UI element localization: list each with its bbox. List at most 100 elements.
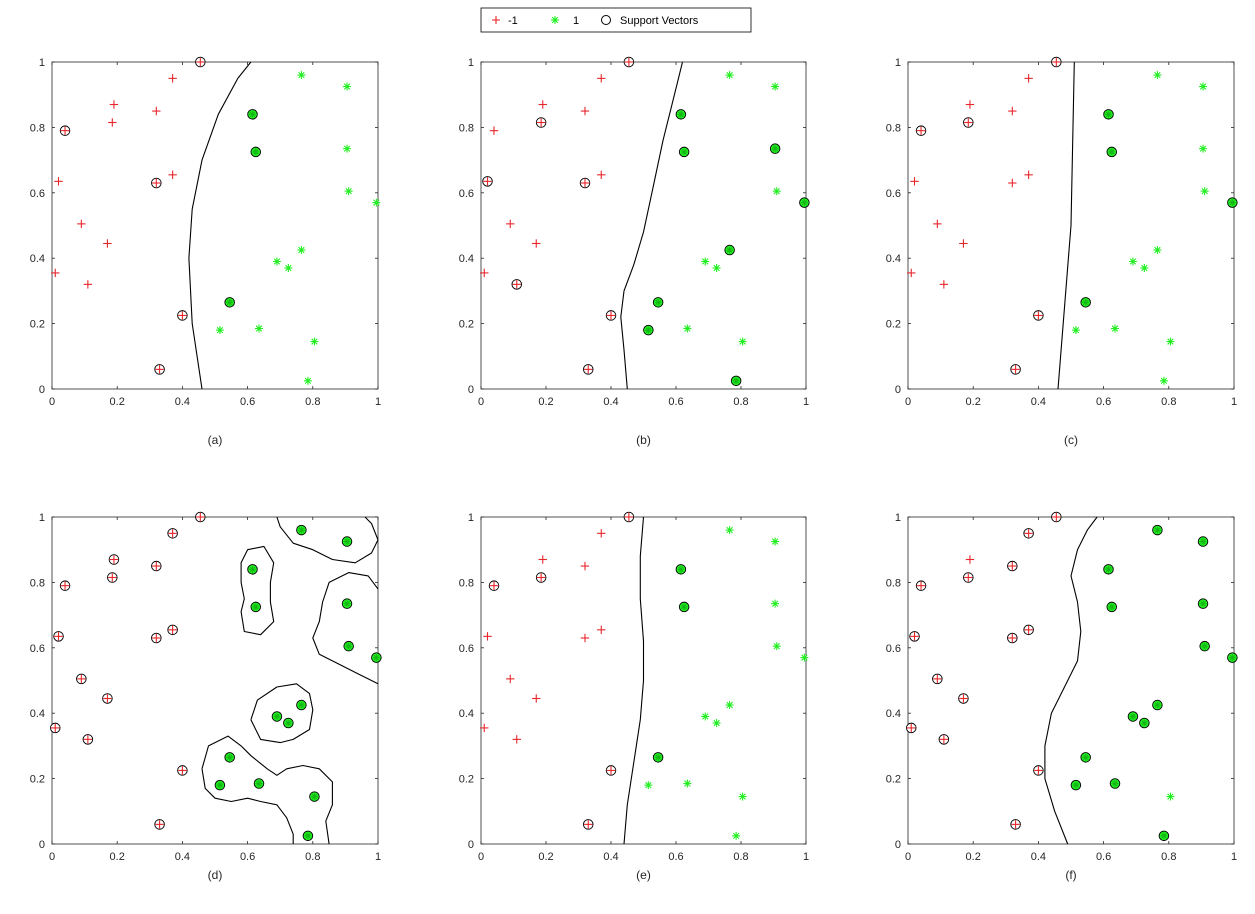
point-neg bbox=[77, 219, 86, 229]
point-pos bbox=[303, 376, 312, 385]
point-neg bbox=[108, 554, 120, 565]
y-tick-label: 1 bbox=[895, 512, 901, 524]
point-neg bbox=[597, 170, 606, 180]
x-tick-label: 0 bbox=[478, 851, 484, 863]
point-neg bbox=[167, 624, 178, 636]
x-tick-label: 0.6 bbox=[240, 851, 255, 863]
x-tick-label: 0.6 bbox=[668, 396, 683, 408]
point-neg bbox=[168, 74, 177, 83]
point-neg bbox=[538, 555, 547, 564]
plot-area bbox=[51, 61, 379, 390]
panel-label: (d) bbox=[208, 868, 223, 882]
y-tick-label: 0.2 bbox=[30, 319, 45, 331]
legend: -1 1 Support Vectors bbox=[480, 7, 752, 33]
x-tick-label: 0.8 bbox=[1161, 396, 1176, 408]
point-neg bbox=[909, 631, 920, 642]
point-neg bbox=[53, 631, 64, 642]
x-tick-label: 0.8 bbox=[305, 396, 320, 408]
point-pos bbox=[341, 536, 353, 547]
point-neg bbox=[1007, 632, 1018, 644]
point-pos bbox=[310, 337, 319, 346]
point-neg bbox=[958, 693, 969, 704]
point-pos bbox=[1127, 711, 1139, 722]
point-pos bbox=[1159, 376, 1168, 385]
point-neg bbox=[177, 765, 188, 776]
y-tick-label: 1 bbox=[895, 57, 901, 69]
point-neg bbox=[965, 555, 975, 564]
point-neg bbox=[82, 734, 94, 745]
point-pos bbox=[1139, 717, 1150, 729]
x-tick-label: 0.4 bbox=[175, 396, 190, 408]
point-pos bbox=[1080, 752, 1091, 763]
x-tick-label: 0.4 bbox=[603, 396, 618, 408]
point-neg bbox=[583, 819, 594, 830]
y-tick-label: 0.4 bbox=[30, 253, 45, 265]
point-pos bbox=[1153, 71, 1162, 80]
point-pos bbox=[730, 375, 742, 387]
point-neg bbox=[151, 560, 162, 572]
point-neg bbox=[933, 219, 942, 229]
point-pos bbox=[271, 711, 283, 722]
x-tick-label: 1 bbox=[1231, 396, 1237, 408]
decision-boundary bbox=[623, 516, 645, 845]
panel-d: 0 0.2 0.4 0.6 0.8 1 0 0.2 0.4 0.6 0.8 1 (d) bbox=[30, 511, 382, 882]
point-pos bbox=[1227, 197, 1238, 208]
point-pos bbox=[800, 653, 809, 662]
point-neg bbox=[938, 734, 950, 745]
point-pos bbox=[343, 640, 354, 652]
x-tick-label: 0.2 bbox=[966, 396, 981, 408]
point-pos bbox=[283, 717, 294, 729]
point-neg bbox=[83, 280, 93, 289]
point-neg bbox=[939, 280, 949, 289]
point-pos bbox=[224, 752, 235, 763]
point-pos bbox=[214, 779, 226, 791]
decision-boundary bbox=[250, 683, 314, 744]
point-pos bbox=[799, 197, 810, 208]
point-pos bbox=[771, 599, 780, 608]
point-pos bbox=[372, 198, 381, 207]
point-neg bbox=[532, 694, 541, 703]
point-pos bbox=[771, 82, 780, 91]
legend-label-neg: -1 bbox=[508, 15, 518, 27]
point-neg bbox=[535, 572, 547, 583]
panel-label: (c) bbox=[1064, 433, 1078, 447]
point-neg bbox=[480, 268, 489, 278]
y-tick-label: 0.8 bbox=[886, 122, 901, 134]
point-pos bbox=[1071, 326, 1080, 335]
y-tick-label: 1 bbox=[39, 57, 45, 69]
point-pos bbox=[1199, 640, 1210, 652]
x-tick-label: 0.4 bbox=[1031, 396, 1046, 408]
point-pos bbox=[675, 564, 687, 575]
point-neg bbox=[488, 580, 500, 591]
decision-boundary bbox=[312, 572, 379, 685]
point-pos bbox=[643, 324, 654, 336]
point-pos bbox=[250, 146, 261, 158]
point-pos bbox=[247, 564, 258, 575]
y-tick-label: 0.6 bbox=[30, 188, 45, 200]
panel-f: 0 0.2 0.4 0.6 0.8 1 0 0.2 0.4 0.6 0.8 1 (f) bbox=[886, 511, 1238, 882]
legend-box bbox=[480, 7, 752, 33]
point-neg bbox=[59, 125, 71, 136]
point-neg bbox=[506, 674, 515, 684]
point-pos bbox=[284, 264, 293, 273]
point-neg bbox=[579, 177, 591, 189]
point-neg bbox=[932, 673, 943, 685]
point-pos bbox=[343, 144, 352, 153]
point-neg bbox=[151, 632, 162, 644]
point-pos bbox=[724, 244, 735, 256]
point-pos bbox=[678, 146, 690, 158]
point-neg bbox=[1008, 178, 1017, 188]
point-neg bbox=[623, 56, 635, 68]
x-tick-label: 0 bbox=[478, 396, 484, 408]
x-tick-label: 0.4 bbox=[175, 851, 190, 863]
point-neg bbox=[1024, 170, 1033, 180]
point-neg bbox=[154, 364, 165, 375]
x-tick-label: 1 bbox=[1231, 851, 1237, 863]
panel-e: 0 0.2 0.4 0.6 0.8 1 0 0.2 0.4 0.6 0.8 1 (e) bbox=[459, 511, 809, 882]
point-pos bbox=[297, 246, 306, 255]
point-neg bbox=[511, 279, 523, 290]
point-pos bbox=[732, 831, 741, 840]
point-neg bbox=[154, 819, 165, 830]
x-tick-label: 0.2 bbox=[966, 851, 981, 863]
point-pos bbox=[309, 791, 320, 802]
